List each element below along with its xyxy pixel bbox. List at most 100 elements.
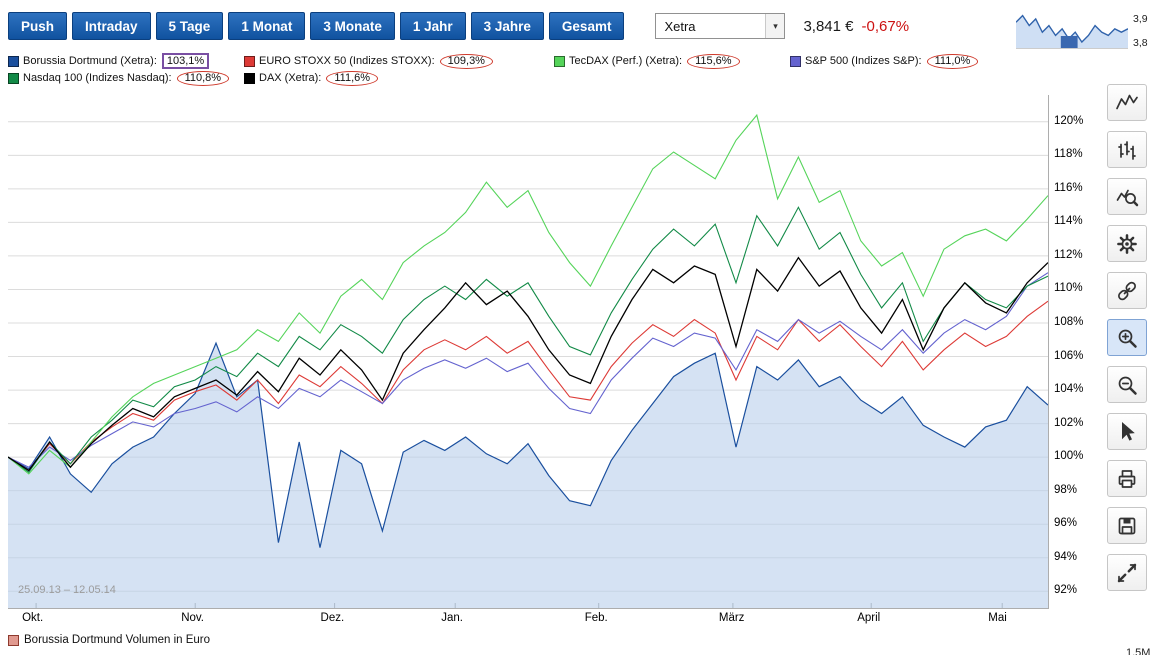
y-axis-label: 120% [1054, 114, 1084, 127]
settings-button[interactable] [1107, 225, 1147, 262]
analysis-button[interactable] [1107, 178, 1147, 215]
y-axis-label: 94% [1054, 550, 1078, 563]
series-area-bvb [8, 343, 1048, 608]
intraday-button[interactable]: Intraday [72, 12, 151, 40]
save-icon [1118, 517, 1136, 534]
legend-value: 115,6% [687, 53, 740, 69]
legend-value: 109,3% [439, 53, 493, 69]
gear-icon [1117, 233, 1137, 254]
push-button[interactable]: Push [8, 12, 68, 40]
x-axis-label: Mai [988, 612, 1007, 624]
y-axis-label: 112% [1054, 248, 1083, 261]
volume-axis-label: 1,5M [1126, 647, 1151, 655]
legend-label: TecDAX (Perf.) (Xetra): [569, 55, 683, 67]
y-axis-label: 104% [1054, 383, 1084, 396]
printer-icon [1118, 469, 1136, 488]
volume-swatch [8, 634, 19, 646]
save-button[interactable] [1107, 507, 1147, 544]
legend-swatch [8, 72, 19, 84]
one-month-button[interactable]: 1 Monat [228, 12, 306, 40]
y-axis-label: 100% [1054, 450, 1084, 463]
three-month-button[interactable]: 3 Monate [310, 12, 395, 40]
legend-value: 110,8% [176, 70, 230, 86]
x-axis-label: Okt. [22, 612, 44, 624]
price-change: -0,67% [861, 17, 910, 35]
exchange-select-value: Xetra [664, 18, 696, 34]
legend-swatch [8, 55, 19, 67]
zoom-out-button[interactable] [1107, 366, 1147, 403]
legend-item-tecdax[interactable]: TecDAX (Perf.) (Xetra): 115,6% [554, 53, 790, 69]
legend-label: S&P 500 (Indizes S&P): [805, 55, 922, 67]
legend-value: 111,6% [326, 70, 379, 86]
y-axis-label: 102% [1054, 416, 1084, 429]
link-icon [1118, 281, 1136, 300]
legend-item-dax[interactable]: DAX (Xetra): 111,6% [244, 70, 554, 86]
exchange-select[interactable]: Xetra ▾ [655, 13, 786, 39]
legend-value: 103,1% [161, 53, 210, 69]
y-axis-label: 92% [1054, 584, 1078, 597]
series-line-tecdax [8, 113, 1048, 475]
legend-label: Nasdaq 100 (Indizes Nasdaq): [23, 72, 172, 84]
zoom-in-icon [1118, 329, 1137, 348]
chart-magnifier-icon [1116, 189, 1139, 206]
series-line-nasdaq100 [8, 206, 1048, 473]
bar-chart-icon [1118, 140, 1136, 160]
zoom-out-icon [1118, 376, 1137, 395]
volume-legend: Borussia Dortmund Volumen in Euro [8, 634, 210, 646]
print-button[interactable] [1107, 460, 1147, 497]
minichart-area [1016, 15, 1128, 48]
legend-item-borussia-dortmund[interactable]: Borussia Dortmund (Xetra): 103,1% [8, 53, 244, 69]
x-axis-label: April [857, 612, 881, 624]
y-axis-label: 108% [1054, 316, 1084, 328]
top-toolbar: Push Intraday 5 Tage 1 Monat 3 Monate 1 … [8, 12, 909, 40]
x-axis-label: März [718, 612, 745, 624]
series-line-bvb [8, 341, 1048, 548]
y-axis: 120% 118% 116% 114% 112% 110% 108% 106% 104% 102%… [1054, 95, 1098, 608]
legend-swatch [244, 55, 255, 67]
cursor-icon [1122, 421, 1135, 441]
chart-type-bars-button[interactable] [1107, 131, 1147, 168]
chart-type-line-button[interactable] [1107, 84, 1147, 121]
expand-icon [1117, 563, 1137, 582]
x-axis: Okt. Nov. Dez. Jan. Feb. März April Mai [8, 612, 1048, 626]
compare-button[interactable] [1107, 272, 1147, 309]
volume-legend-label: Borussia Dortmund Volumen in Euro [24, 634, 211, 646]
minichart-high-label: 3,9 [1133, 13, 1148, 25]
legend-item-nasdaq-100[interactable]: Nasdaq 100 (Indizes Nasdaq): 110,8% [8, 70, 244, 86]
legend-swatch [554, 55, 565, 67]
zoom-in-button[interactable] [1107, 319, 1147, 356]
minichart-marker [1060, 36, 1078, 48]
price-value: 3,841 € [803, 17, 854, 35]
three-year-button[interactable]: 3 Jahre [470, 12, 544, 40]
y-axis-label: 114% [1054, 215, 1083, 228]
x-axis-label: Dez. [320, 612, 345, 624]
pointer-button[interactable] [1107, 413, 1147, 450]
legend-item-euro-stoxx-50[interactable]: EURO STOXX 50 (Indizes STOXX): 109,3% [244, 53, 554, 69]
y-axis-label: 98% [1054, 483, 1078, 496]
fullscreen-button[interactable] [1107, 554, 1147, 591]
date-range-label: 25.09.13 – 12.05.14 [18, 584, 116, 596]
legend-label: Borussia Dortmund (Xetra): [23, 55, 157, 67]
minichart-svg [1016, 14, 1128, 49]
minichart-axis: 3,9 3,8 [1133, 12, 1148, 50]
series-line-eurostoxx [8, 300, 1048, 472]
x-axis-label: Jan. [441, 612, 463, 624]
legend-item-sp500[interactable]: S&P 500 (Indizes S&P): 111,0% [790, 53, 979, 69]
price-chart[interactable]: 25.09.13 – 12.05.14 [8, 95, 1049, 609]
y-axis-label: 106% [1054, 349, 1084, 362]
legend-label: EURO STOXX 50 (Indizes STOXX): [259, 55, 435, 67]
price-chart-svg [8, 113, 1048, 608]
minichart-line [1016, 14, 1128, 44]
legend-swatch [244, 72, 255, 84]
one-year-button[interactable]: 1 Jahr [399, 12, 466, 40]
five-day-button[interactable]: 5 Tage [155, 12, 224, 40]
mini-chart[interactable]: 3,9 3,8 [1016, 12, 1148, 50]
x-axis-label: Nov. [181, 612, 204, 624]
y-axis-label: 116% [1054, 181, 1083, 194]
chart-legend: Borussia Dortmund (Xetra): 103,1% EURO S… [8, 53, 979, 86]
series-line-sp500 [8, 272, 1048, 468]
quote: 3,841 € -0,67% [803, 18, 909, 35]
y-axis-label: 96% [1054, 517, 1078, 530]
total-range-button[interactable]: Gesamt [548, 12, 625, 40]
